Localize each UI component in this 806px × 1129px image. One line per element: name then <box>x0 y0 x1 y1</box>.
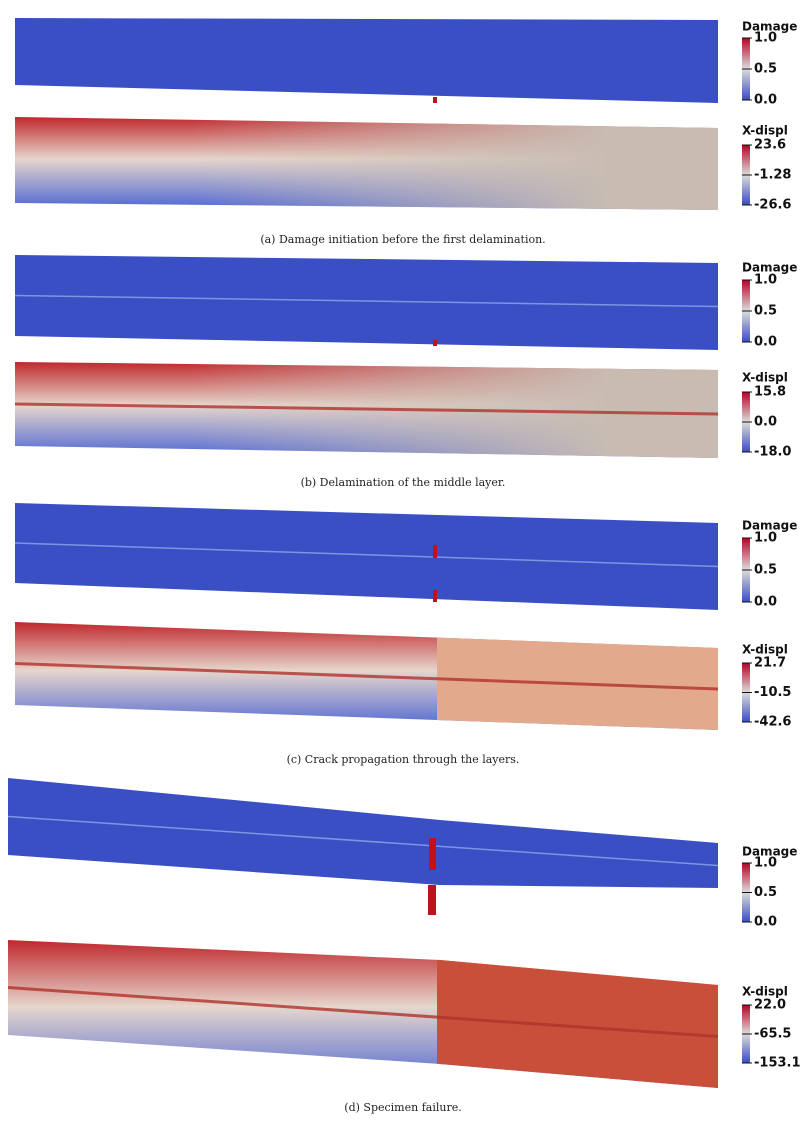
damage-field <box>15 255 718 350</box>
crack <box>433 340 437 346</box>
crack <box>428 885 436 915</box>
caption: (d) Specimen failure. <box>344 1101 461 1114</box>
color-bar-label: 0.0 <box>754 415 777 430</box>
color-bar-label: -26.6 <box>754 198 791 213</box>
color-bar-label: 21.7 <box>754 656 786 671</box>
crack <box>429 838 436 870</box>
damage-field <box>15 503 718 610</box>
color-bar-label: 0.0 <box>754 915 777 930</box>
displacement-overlay <box>15 117 718 210</box>
color-bar-label: 1.0 <box>754 273 777 288</box>
caption: (b) Delamination of the middle layer. <box>301 476 506 489</box>
color-bar-label: 0.0 <box>754 93 777 108</box>
crack <box>433 97 437 103</box>
crack <box>433 545 437 558</box>
color-bar-label: -42.6 <box>754 715 791 730</box>
caption: (a) Damage initiation before the first d… <box>260 233 545 246</box>
crack <box>433 590 437 602</box>
color-bar-label: 0.5 <box>754 62 777 77</box>
color-bar-label: 15.8 <box>754 385 786 400</box>
displacement-overlay <box>8 940 718 1088</box>
color-bar-label: 0.5 <box>754 304 777 319</box>
color-bar-label: 0.5 <box>754 885 777 900</box>
damage-field <box>15 18 718 103</box>
color-bar-label: 1.0 <box>754 31 777 46</box>
caption: (c) Crack propagation through the layers… <box>287 753 520 766</box>
legend-title: X-displ <box>742 643 788 657</box>
color-bar-label: 22.0 <box>754 998 786 1013</box>
color-bar-label: 1.0 <box>754 531 777 546</box>
color-bar-label: -65.5 <box>754 1027 791 1042</box>
color-bar-label: -10.5 <box>754 685 791 700</box>
color-bar-label: -153.1 <box>754 1056 801 1071</box>
color-bar-label: -18.0 <box>754 445 791 460</box>
damage-field <box>8 778 718 888</box>
color-bar-label: 0.0 <box>754 595 777 610</box>
color-bar-label: 0.0 <box>754 335 777 350</box>
color-bar-label: 1.0 <box>754 856 777 871</box>
legend-title: X-displ <box>742 124 788 138</box>
legend-title: X-displ <box>742 371 788 385</box>
legend-title: X-displ <box>742 985 788 999</box>
figure: Damage1.00.50.0X-displ23.6-1.28-26.6(a) … <box>0 0 806 1129</box>
color-bar-label: 0.5 <box>754 563 777 578</box>
color-bar-label: 23.6 <box>754 138 786 153</box>
color-bar-label: -1.28 <box>754 168 791 183</box>
